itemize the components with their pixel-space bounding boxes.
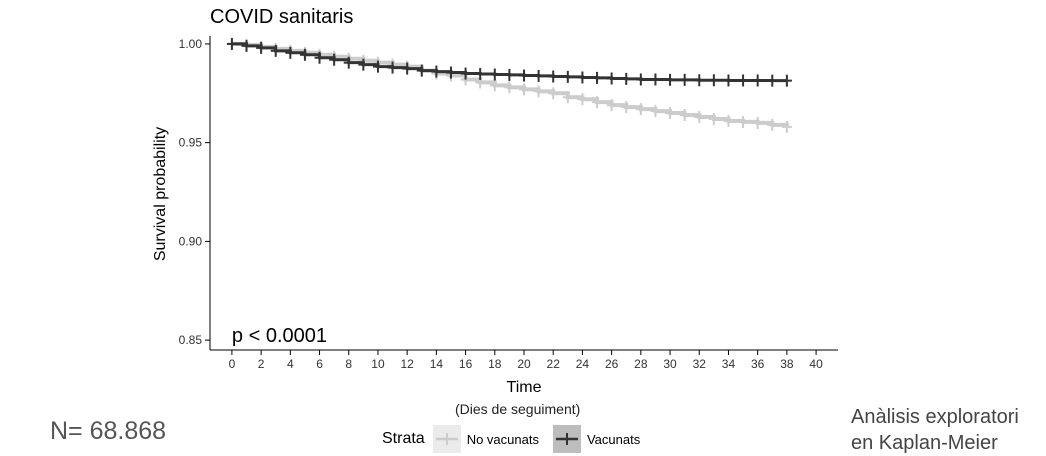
sample-size-label: N= 68.868	[50, 417, 167, 445]
x-tick-label: 26	[605, 357, 619, 371]
x-tick-label: 36	[751, 357, 765, 371]
x-tick-label: 28	[634, 357, 648, 371]
x-tick-label: 16	[459, 357, 473, 371]
legend-key-vacunats	[552, 425, 581, 453]
y-tick-label: 1.00	[179, 37, 203, 51]
legend-title: Strata	[382, 430, 425, 447]
x-tick-label: 14	[430, 357, 444, 371]
x-axis-subtitle: (Dies de seguiment)	[455, 401, 581, 417]
legend-key-no-vacunats	[432, 425, 461, 453]
x-tick-label: 4	[287, 357, 294, 371]
y-tick-label: 0.90	[179, 234, 203, 248]
x-tick-label: 10	[371, 357, 385, 371]
x-axis-title: Time	[507, 379, 542, 396]
x-tick-label: 30	[663, 357, 677, 371]
x-tick-label: 22	[547, 357, 561, 371]
x-tick-label: 12	[400, 357, 414, 371]
x-tick-label: 6	[316, 357, 323, 371]
x-tick-label: 40	[809, 357, 823, 371]
x-tick-label: 8	[345, 357, 352, 371]
y-axis-title: Survival probability	[152, 127, 169, 261]
x-tick-label: 2	[258, 357, 265, 371]
chart-title: COVID sanitaris	[210, 6, 354, 28]
x-tick-label: 34	[722, 357, 736, 371]
p-value-annotation: p < 0.0001	[232, 325, 327, 347]
y-tick-label: 0.95	[179, 136, 203, 150]
side-note-line-1: Anàlisis exploratori	[851, 406, 1019, 428]
y-tick-label: 0.85	[179, 333, 203, 347]
side-note-line-2: en Kaplan-Meier	[851, 432, 998, 454]
x-tick-label: 24	[576, 357, 590, 371]
legend-label-vacunats: Vacunats	[586, 431, 641, 447]
x-tick-label: 0	[229, 357, 236, 371]
x-tick-label: 20	[517, 357, 531, 371]
x-tick-label: 32	[693, 357, 707, 371]
legend: Strata No vacunats Vacunats	[382, 424, 654, 454]
x-tick-label: 38	[780, 357, 794, 371]
x-tick-label: 18	[488, 357, 502, 371]
side-note: Anàlisis exploratori en Kaplan-Meier	[851, 404, 1019, 456]
legend-label-no-vacunats: No vacunats	[466, 431, 539, 447]
